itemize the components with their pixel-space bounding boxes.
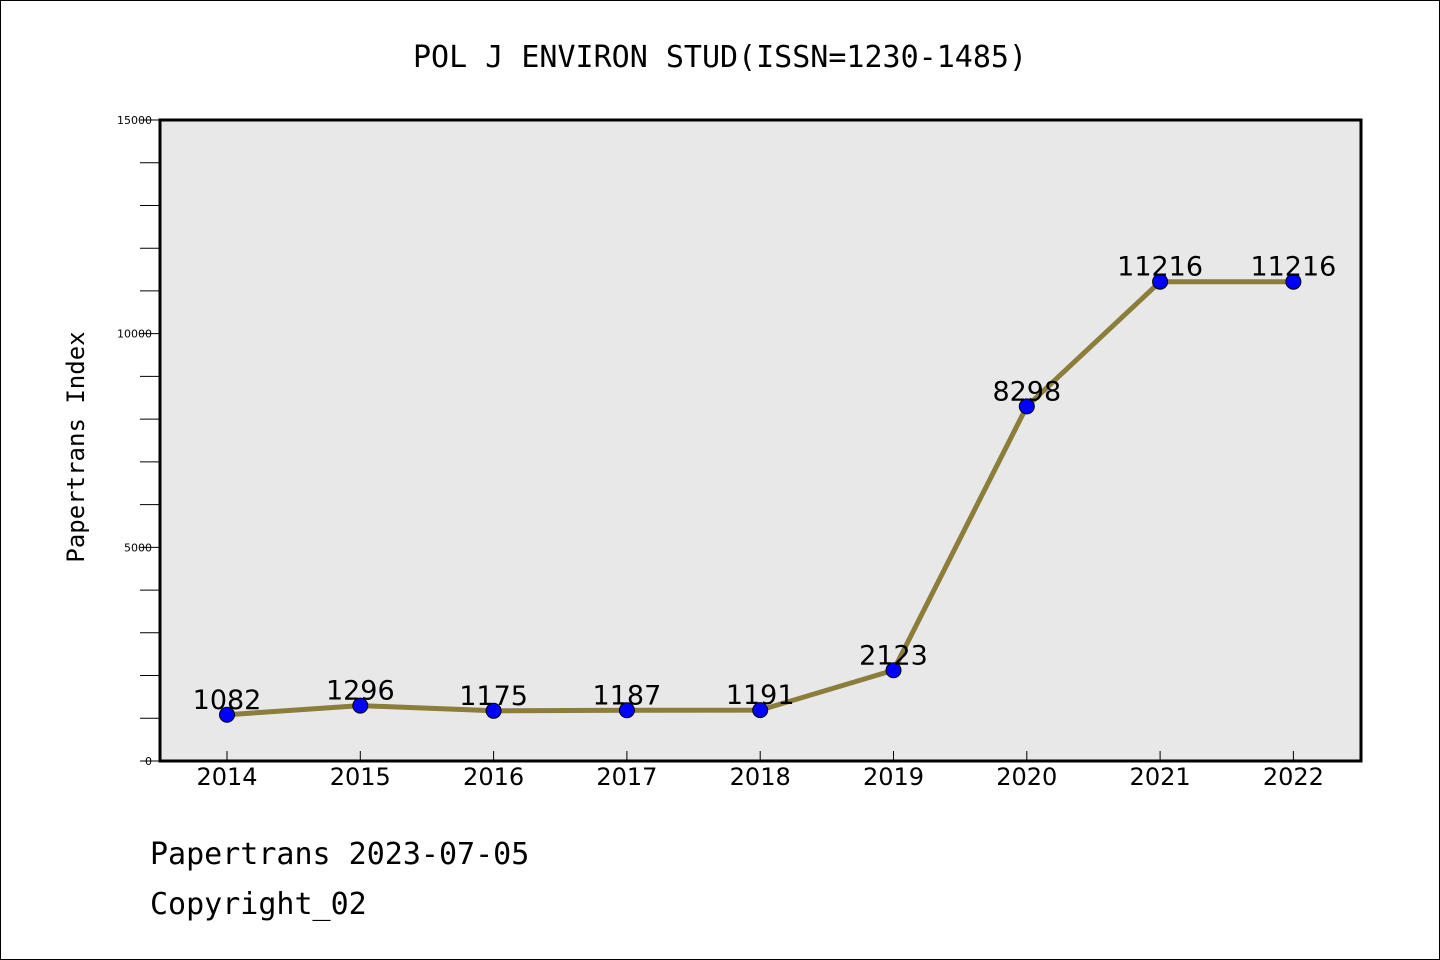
data-label: 8298 bbox=[992, 376, 1061, 407]
data-point bbox=[1285, 273, 1302, 290]
x-tick-label: 2017 bbox=[596, 763, 657, 791]
x-tick-label: 2019 bbox=[863, 763, 924, 791]
data-point bbox=[352, 697, 369, 714]
data-label: 1082 bbox=[193, 685, 262, 716]
data-point bbox=[752, 702, 769, 719]
y-tick-label: 5000 bbox=[124, 541, 152, 554]
data-label: 11216 bbox=[1117, 252, 1203, 283]
x-tick-label: 2022 bbox=[1263, 763, 1324, 791]
footer-date-text: Papertrans 2023-07-05 bbox=[150, 837, 529, 872]
data-label: 2123 bbox=[859, 640, 928, 671]
data-point bbox=[618, 702, 635, 719]
x-tick-label: 2018 bbox=[730, 763, 791, 791]
y-tick-label: 10000 bbox=[117, 328, 152, 341]
data-label: 1187 bbox=[593, 680, 662, 711]
data-point bbox=[485, 702, 502, 719]
data-point bbox=[219, 706, 235, 723]
y-axis-ticks: 0 5000 10000 15000 bbox=[117, 114, 160, 768]
x-tick-label: 2021 bbox=[1130, 763, 1191, 791]
x-tick-label: 2016 bbox=[463, 763, 524, 791]
data-point bbox=[885, 662, 902, 679]
data-label: 1175 bbox=[459, 681, 528, 712]
x-axis-ticks: 2014 2015 2016 2017 2018 2019 2020 2021 2022 bbox=[196, 751, 1324, 791]
chart-title: POL J ENVIRON STUD(ISSN=1230-1485) bbox=[413, 40, 1027, 75]
y-tick-label: 0 bbox=[145, 755, 152, 768]
footer-copyright-text: Copyright_02 bbox=[150, 887, 367, 922]
x-tick-label: 2014 bbox=[196, 763, 257, 791]
series-layer bbox=[219, 273, 1302, 723]
data-point bbox=[1018, 398, 1035, 415]
y-axis-label: Papertrans Index bbox=[62, 331, 90, 562]
plot-area bbox=[158, 118, 1363, 763]
x-tick-label: 2020 bbox=[996, 763, 1057, 791]
y-tick-label: 15000 bbox=[117, 114, 152, 127]
data-label: 1296 bbox=[326, 676, 395, 707]
data-labels-layer: 1082 1296 1175 1187 1191 2123 8298 11216 11216 bbox=[193, 252, 1337, 716]
data-label: 11216 bbox=[1250, 252, 1336, 283]
data-label: 1191 bbox=[726, 680, 795, 711]
x-tick-label: 2015 bbox=[330, 763, 391, 791]
data-point bbox=[1152, 273, 1169, 290]
